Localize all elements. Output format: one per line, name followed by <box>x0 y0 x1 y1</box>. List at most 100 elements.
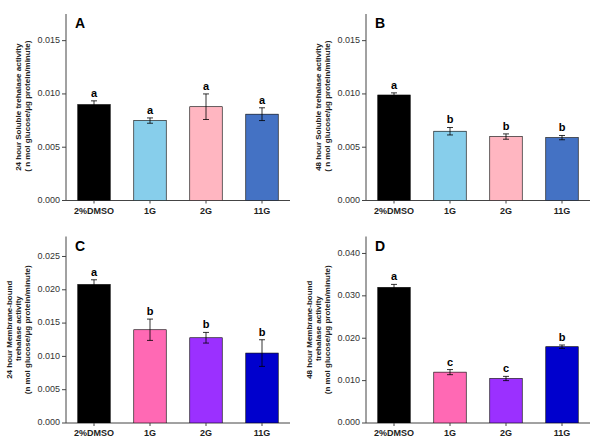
y-axis-label-line: 24 hour Soluble trehalase activity <box>14 43 23 171</box>
y-axis <box>366 14 367 201</box>
error-line <box>94 101 95 108</box>
error-bar <box>91 280 97 289</box>
y-tick-label: 0.000 <box>37 195 60 205</box>
error-line <box>506 376 507 380</box>
x-tick-label: 2G <box>200 206 212 216</box>
y-axis <box>366 237 367 424</box>
x-tick <box>94 201 95 204</box>
y-tick-label: 0.015 <box>37 317 60 327</box>
error-line <box>262 108 263 121</box>
y-axis-label-line: (n mol glucose/μg protein/minute) <box>23 265 32 394</box>
y-tick-label: 0.010 <box>37 351 60 361</box>
x-tick-label: 2%DMSO <box>374 428 414 438</box>
error-cap <box>391 284 397 285</box>
bar <box>134 330 166 423</box>
error-bar <box>259 108 265 121</box>
figure: 0.0000.0050.0100.0152%DMSO1G2G11Gaaaa24 … <box>0 0 600 445</box>
x-tick-label: 2%DMSO <box>74 206 114 216</box>
bar <box>490 378 522 423</box>
x-tick-label: 2G <box>500 428 512 438</box>
error-cap <box>203 332 209 333</box>
marks <box>78 94 278 201</box>
bar <box>434 131 466 200</box>
x-tick-label: 1G <box>444 428 456 438</box>
bar <box>190 338 222 423</box>
y-tick-label: 0.020 <box>37 284 60 294</box>
bar <box>246 114 278 200</box>
y-tick-label: 0.010 <box>337 88 360 98</box>
y-axis-label: 24 hour Soluble trehalase activity ( n m… <box>14 40 32 174</box>
x-tick <box>206 423 207 426</box>
y-tick <box>62 93 66 94</box>
x-tick-label: 1G <box>144 428 156 438</box>
error-cap <box>559 139 565 140</box>
y-axis-label-line: 48 hour Soluble trehalase activity <box>314 43 323 171</box>
y-tick <box>362 147 366 148</box>
y-axis-label-line: 24 hour Membrane-bound <box>5 281 14 379</box>
bar <box>378 287 410 423</box>
y-axis-label-line: trehalase activity <box>314 296 323 364</box>
x-tick-label: 2G <box>500 206 512 216</box>
error-cap <box>447 369 453 370</box>
error-cap <box>447 127 453 128</box>
error-line <box>562 135 563 139</box>
bar <box>134 121 166 201</box>
y-tick <box>362 295 366 296</box>
error-line <box>94 280 95 289</box>
error-bar <box>147 118 153 123</box>
error-cap <box>503 380 509 381</box>
y-axis <box>66 14 67 201</box>
panel-label: C <box>75 238 85 254</box>
bar <box>78 105 110 201</box>
y-tick-label: 0.015 <box>337 35 360 45</box>
y-tick-label: 0.040 <box>337 248 360 258</box>
error-bar <box>203 332 209 343</box>
annotation: a <box>391 79 398 91</box>
x-tick-label: 11G <box>554 428 571 438</box>
x-tick-label: 11G <box>254 206 271 216</box>
y-tick <box>62 323 66 324</box>
y-tick <box>362 40 366 41</box>
y-tick <box>62 40 66 41</box>
marks <box>378 93 578 201</box>
marks <box>78 280 278 423</box>
annotation: b <box>559 331 566 343</box>
error-line <box>394 284 395 290</box>
error-cap <box>391 92 397 93</box>
error-cap <box>147 340 153 341</box>
y-tick-label: 0.030 <box>337 290 360 300</box>
error-cap <box>503 139 509 140</box>
panel-label: B <box>375 15 385 31</box>
y-axis <box>66 237 67 424</box>
x-tick <box>562 423 563 426</box>
y-tick-label: 0.020 <box>337 333 360 343</box>
panel: 0.0000.0050.0100.0152%DMSO1G2G11Gaaaa24 … <box>14 14 290 216</box>
error-line <box>562 345 563 348</box>
error-line <box>150 118 151 123</box>
annotation: c <box>503 362 509 374</box>
error-bar <box>503 376 509 380</box>
error-bar <box>391 284 397 290</box>
error-cap <box>503 133 509 134</box>
annotation: a <box>391 270 398 282</box>
error-bar <box>559 135 565 139</box>
x-tick-label: 2%DMSO <box>374 206 414 216</box>
error-bar <box>447 127 453 134</box>
x-tick <box>150 423 151 426</box>
x-tick <box>506 201 507 204</box>
error-bar <box>259 340 265 367</box>
y-tick-label: 0.005 <box>37 384 60 394</box>
error-cap <box>91 100 97 101</box>
x-tick-label: 2G <box>200 428 212 438</box>
error-cap <box>91 279 97 280</box>
y-tick <box>62 200 66 201</box>
error-cap <box>147 123 153 124</box>
y-tick-label: 0.025 <box>37 251 60 261</box>
x-tick-label: 2%DMSO <box>74 428 114 438</box>
x-tick-label: 1G <box>144 206 156 216</box>
x-tick <box>450 423 451 426</box>
error-cap <box>503 376 509 377</box>
bar <box>378 95 410 201</box>
annotation: b <box>147 305 154 317</box>
y-tick-label: 0.005 <box>337 142 360 152</box>
